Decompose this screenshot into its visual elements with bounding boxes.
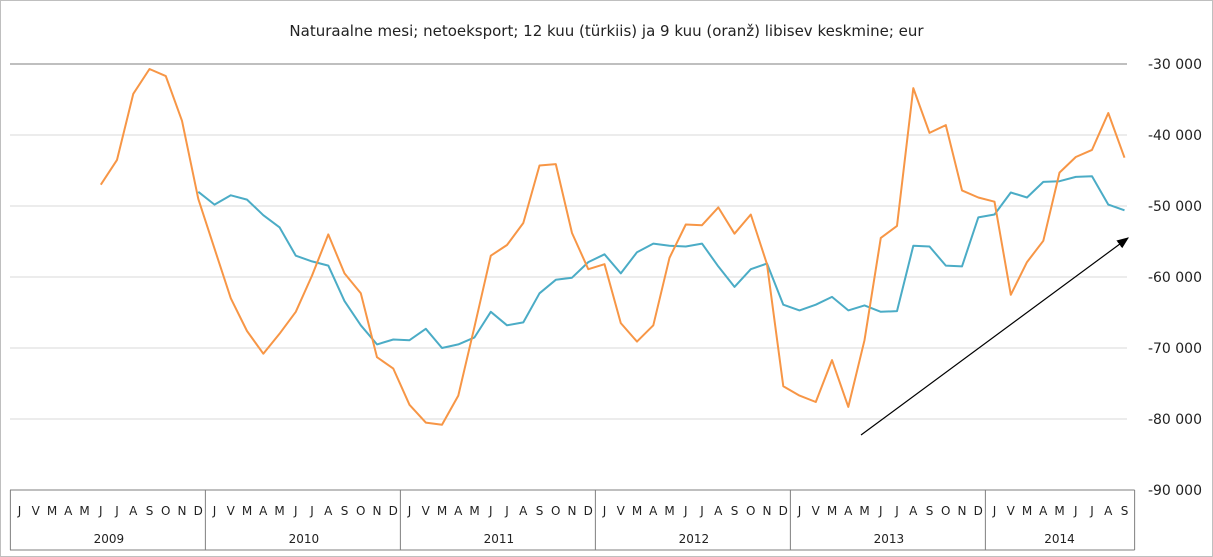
month-tick-label: S	[731, 504, 739, 518]
month-tick-label: J	[1089, 504, 1094, 518]
month-tick-label: S	[1121, 504, 1129, 518]
month-tick-label: A	[64, 504, 73, 518]
year-tick-label: 2011	[484, 532, 515, 546]
y-tick-label: -80 000	[1148, 412, 1202, 428]
month-tick-label: J	[602, 504, 607, 518]
month-tick-label: J	[293, 504, 298, 518]
month-tick-label: J	[488, 504, 493, 518]
month-tick-label: M	[274, 504, 284, 518]
month-tick-label: N	[763, 504, 772, 518]
month-tick-label: J	[309, 504, 314, 518]
month-tick-label: J	[683, 504, 688, 518]
y-tick-label: -40 000	[1148, 128, 1202, 144]
month-tick-label: M	[47, 504, 57, 518]
month-tick-label: S	[146, 504, 154, 518]
year-tick-label: 2009	[94, 532, 125, 546]
month-tick-label: M	[664, 504, 674, 518]
month-tick-label: A	[649, 504, 658, 518]
chart-title: Naturaalne mesi; netoeksport; 12 kuu (tü…	[289, 22, 924, 40]
month-tick-label: J	[212, 504, 217, 518]
month-tick-label: D	[194, 504, 203, 518]
trend-arrow	[860, 237, 1129, 436]
month-tick-label: D	[779, 504, 788, 518]
month-tick-label: A	[1104, 504, 1113, 518]
month-tick-label: J	[1073, 504, 1078, 518]
month-tick-label: M	[79, 504, 89, 518]
month-tick-label: V	[1007, 504, 1016, 518]
month-tick-label: V	[617, 504, 626, 518]
month-tick-label: O	[746, 504, 755, 518]
month-tick-label: J	[797, 504, 802, 518]
y-tick-label: -30 000	[1148, 57, 1202, 73]
month-tick-label: S	[341, 504, 349, 518]
year-tick-label: 2013	[874, 532, 905, 546]
month-tick-label: J	[992, 504, 997, 518]
y-tick-label: -60 000	[1148, 270, 1202, 286]
month-tick-label: A	[519, 504, 528, 518]
month-tick-label: O	[551, 504, 560, 518]
month-tick-label: N	[178, 504, 187, 518]
month-tick-label: J	[407, 504, 412, 518]
y-tick-label: -90 000	[1148, 483, 1202, 499]
month-tick-label: J	[98, 504, 103, 518]
series-line-1	[197, 175, 1125, 349]
month-tick-label: O	[161, 504, 170, 518]
month-tick-label: D	[584, 504, 593, 518]
month-tick-label: O	[941, 504, 950, 518]
month-tick-label: M	[242, 504, 252, 518]
month-tick-label: M	[437, 504, 447, 518]
month-tick-label: A	[714, 504, 723, 518]
month-tick-label: A	[1039, 504, 1048, 518]
month-tick-label: J	[878, 504, 883, 518]
month-tick-label: J	[699, 504, 704, 518]
year-tick-label: 2010	[289, 532, 320, 546]
month-tick-label: A	[129, 504, 138, 518]
year-tick-label: 2012	[679, 532, 710, 546]
month-tick-label: A	[909, 504, 918, 518]
month-tick-label: A	[259, 504, 268, 518]
month-tick-label: D	[389, 504, 398, 518]
month-tick-label: M	[859, 504, 869, 518]
month-tick-label: A	[454, 504, 463, 518]
month-tick-label: N	[373, 504, 382, 518]
month-tick-label: N	[568, 504, 577, 518]
month-tick-label: V	[812, 504, 821, 518]
y-tick-label: -50 000	[1148, 199, 1202, 215]
month-tick-label: N	[958, 504, 967, 518]
month-tick-label: A	[844, 504, 853, 518]
year-tick-label: 2014	[1044, 532, 1075, 546]
month-tick-label: J	[504, 504, 509, 518]
month-tick-label: S	[536, 504, 544, 518]
month-tick-label: M	[632, 504, 642, 518]
series-line-2	[99, 68, 1126, 426]
month-tick-label: J	[17, 504, 22, 518]
month-tick-label: J	[894, 504, 899, 518]
month-tick-label: S	[926, 504, 934, 518]
month-tick-label: M	[827, 504, 837, 518]
month-tick-label: V	[227, 504, 236, 518]
month-tick-label: O	[356, 504, 365, 518]
month-tick-label: V	[32, 504, 41, 518]
month-tick-label: A	[324, 504, 333, 518]
month-tick-label: M	[469, 504, 479, 518]
y-tick-label: -70 000	[1148, 341, 1202, 357]
month-tick-label: D	[974, 504, 983, 518]
month-tick-label: M	[1054, 504, 1064, 518]
month-tick-label: J	[114, 504, 119, 518]
month-tick-label: M	[1022, 504, 1032, 518]
month-tick-label: V	[422, 504, 431, 518]
